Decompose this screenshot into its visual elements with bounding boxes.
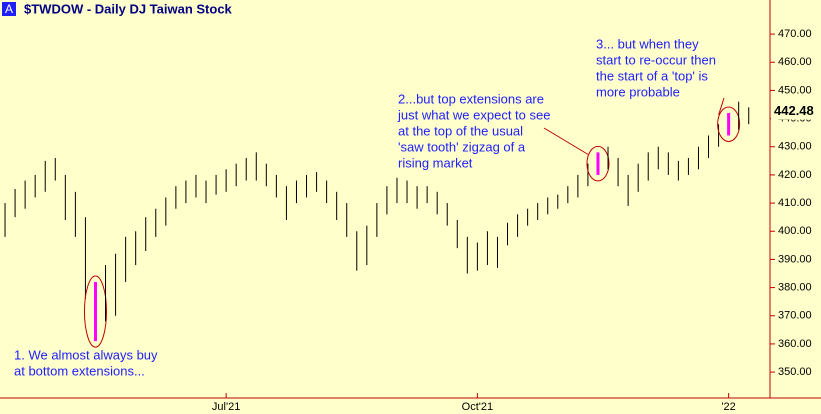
y-tick-label: 390.00 (778, 253, 812, 265)
y-tick-label: 370.00 (778, 310, 812, 322)
highlight-circle (717, 106, 741, 142)
y-tick-label: 420.00 (778, 169, 812, 181)
annotation: at bottom extensions... (14, 363, 145, 378)
highlight-circle (586, 145, 610, 182)
annotation: just what we expect to see (397, 107, 550, 122)
last-price-label: 442.48 (774, 103, 814, 118)
annotation: at the top of the usual (398, 123, 523, 138)
y-tick-label: 470.00 (778, 28, 812, 40)
annotation: 2...but top extensions are (398, 91, 544, 106)
y-tick-label: 410.00 (778, 197, 812, 209)
x-tick-label: Oct'21 (462, 401, 493, 413)
y-tick-label: 430.00 (778, 141, 812, 153)
y-tick-label: 360.00 (778, 338, 812, 350)
last-price-box (771, 103, 817, 120)
annotation: start to re-occur then (596, 52, 716, 67)
y-tick-label: 400.00 (778, 225, 812, 237)
y-tick-label: 450.00 (778, 84, 812, 96)
annotation: 1. We almost always buy (14, 347, 158, 362)
badge-box (2, 2, 16, 16)
y-tick-label: 380.00 (778, 281, 812, 293)
annotation-arrow (543, 127, 589, 155)
x-tick-label: Jul'21 (212, 401, 240, 413)
annotation: rising market (398, 155, 473, 170)
annotation: 3... but when they (596, 36, 699, 51)
annotation-arrow (718, 97, 725, 116)
y-tick-label: 460.00 (778, 56, 812, 68)
badge: A (5, 2, 13, 16)
annotation: the start of a 'top' is (596, 68, 708, 83)
y-tick-label: 350.00 (778, 366, 812, 378)
annotation: more probable (596, 84, 680, 99)
x-tick-label: '22 (721, 401, 735, 413)
annotation: 'saw tooth' zigzag of a (398, 139, 526, 154)
chart-title: $TWDOW - Daily DJ Taiwan Stock (24, 1, 233, 16)
highlight-circle (83, 275, 107, 348)
